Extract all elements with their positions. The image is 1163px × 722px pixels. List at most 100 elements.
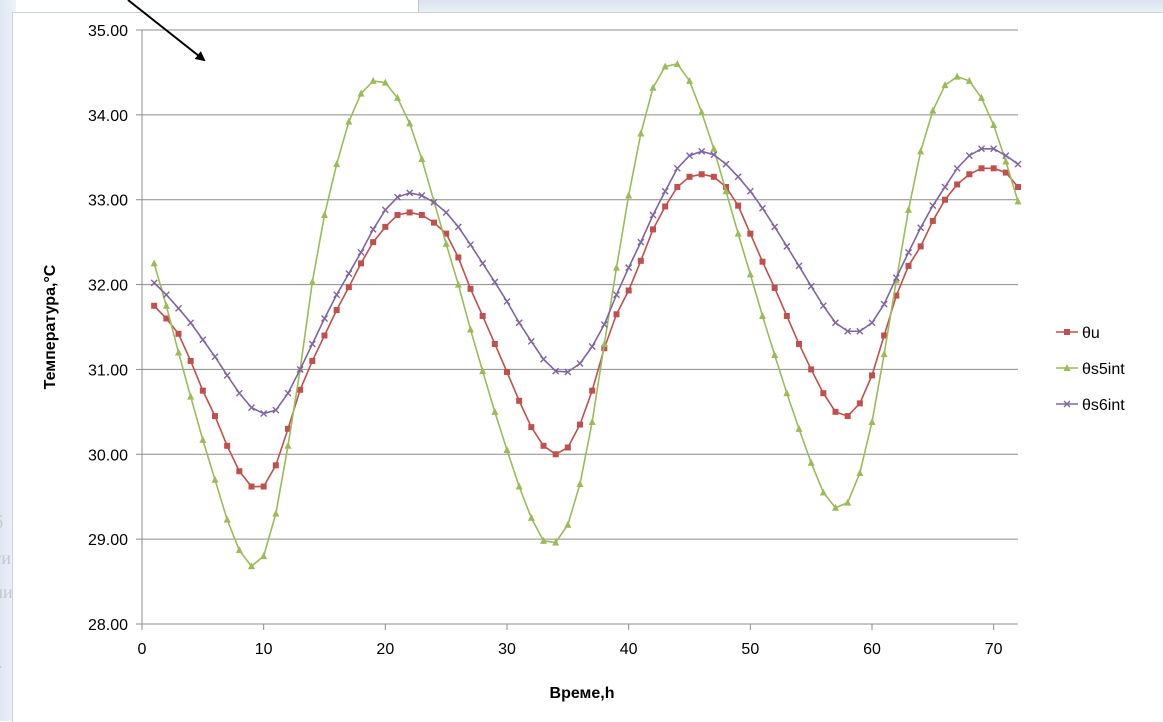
- data-point: [674, 183, 681, 190]
- data-point: [260, 483, 267, 490]
- data-point: [576, 479, 584, 487]
- data-point: [540, 355, 547, 363]
- data-point: [808, 366, 815, 373]
- data-point: [564, 368, 572, 376]
- data-point: [807, 282, 815, 290]
- data-point: [503, 298, 511, 306]
- data-point: [357, 89, 365, 97]
- legend-label: θu: [1082, 325, 1100, 342]
- data-point: [369, 76, 377, 84]
- data-point: [345, 270, 353, 278]
- data-point: [905, 262, 912, 269]
- data-point: [382, 223, 389, 230]
- data-point: [880, 350, 888, 358]
- data-point: [649, 211, 657, 219]
- legend-swatch-marker: [1064, 329, 1070, 335]
- data-point: [941, 183, 949, 191]
- data-point: [722, 160, 730, 168]
- data-point: [795, 262, 803, 270]
- data-point: [990, 165, 997, 172]
- data-point: [917, 243, 924, 250]
- data-point: [1002, 157, 1010, 165]
- data-point: [504, 368, 510, 375]
- data-point: [454, 280, 462, 288]
- data-point: [211, 353, 219, 361]
- series-line: [153, 148, 1019, 415]
- y-tick-label: 30.00: [88, 447, 128, 464]
- y-tick-label: 35.00: [88, 23, 128, 40]
- legend-label: θs5int: [1082, 361, 1125, 378]
- data-point: [308, 278, 316, 286]
- data-point: [1014, 197, 1022, 205]
- data-point: [893, 292, 900, 299]
- data-point: [978, 145, 985, 153]
- data-point: [929, 202, 937, 210]
- data-point: [637, 257, 644, 264]
- data-point: [710, 144, 718, 152]
- data-point: [454, 223, 462, 231]
- data-point: [698, 171, 705, 178]
- data-point: [942, 196, 948, 203]
- data-point: [527, 337, 535, 345]
- data-point: [941, 81, 949, 89]
- data-point: [832, 503, 839, 511]
- data-point: [759, 311, 766, 319]
- x-tick-label: 40: [620, 641, 638, 658]
- data-point: [710, 151, 718, 159]
- data-point: [418, 154, 426, 162]
- data-point: [735, 202, 742, 209]
- data-point: [552, 538, 560, 546]
- data-point: [491, 407, 499, 415]
- x-tick-label: 70: [985, 641, 1003, 658]
- data-point: [223, 515, 231, 523]
- data-point: [577, 421, 583, 428]
- y-tick-label: 32.00: [88, 278, 128, 295]
- data-point: [734, 229, 742, 237]
- data-point: [491, 278, 499, 286]
- data-point: [394, 93, 401, 101]
- data-point: [235, 546, 243, 554]
- x-tick-label: 60: [863, 641, 881, 658]
- data-point: [406, 119, 414, 127]
- data-point: [600, 339, 608, 347]
- data-point: [199, 387, 206, 394]
- background-text-fragment: ги: [0, 548, 12, 568]
- data-point: [272, 406, 280, 414]
- data-point: [698, 147, 706, 155]
- data-point: [905, 205, 912, 213]
- data-point: [649, 83, 657, 91]
- data-point: [564, 520, 572, 528]
- data-point: [819, 302, 827, 310]
- data-point: [370, 239, 377, 246]
- data-point: [381, 206, 389, 214]
- x-tick-label: 20: [376, 641, 394, 658]
- data-point: [746, 270, 754, 278]
- data-point: [650, 226, 656, 233]
- data-point: [552, 451, 559, 458]
- data-point: [284, 389, 292, 397]
- data-point: [588, 343, 596, 351]
- data-point: [673, 164, 681, 172]
- data-point: [588, 418, 596, 426]
- data-point: [308, 340, 316, 348]
- data-point: [479, 259, 487, 267]
- data-point: [723, 183, 729, 190]
- x-tick-label: 30: [498, 641, 516, 658]
- data-point: [503, 446, 511, 454]
- data-point: [552, 367, 560, 375]
- data-point: [467, 241, 474, 249]
- data-point: [151, 302, 158, 309]
- data-point: [296, 365, 304, 373]
- data-point: [175, 304, 182, 312]
- data-point: [990, 145, 998, 153]
- data-point: [309, 357, 316, 364]
- data-point: [795, 424, 803, 432]
- series-line: [153, 167, 1019, 488]
- data-point: [187, 319, 195, 327]
- data-point: [443, 230, 450, 237]
- y-tick-label: 33.00: [88, 193, 128, 210]
- data-point: [589, 387, 596, 394]
- data-point: [333, 160, 341, 168]
- data-point: [528, 424, 535, 431]
- data-point: [747, 230, 754, 237]
